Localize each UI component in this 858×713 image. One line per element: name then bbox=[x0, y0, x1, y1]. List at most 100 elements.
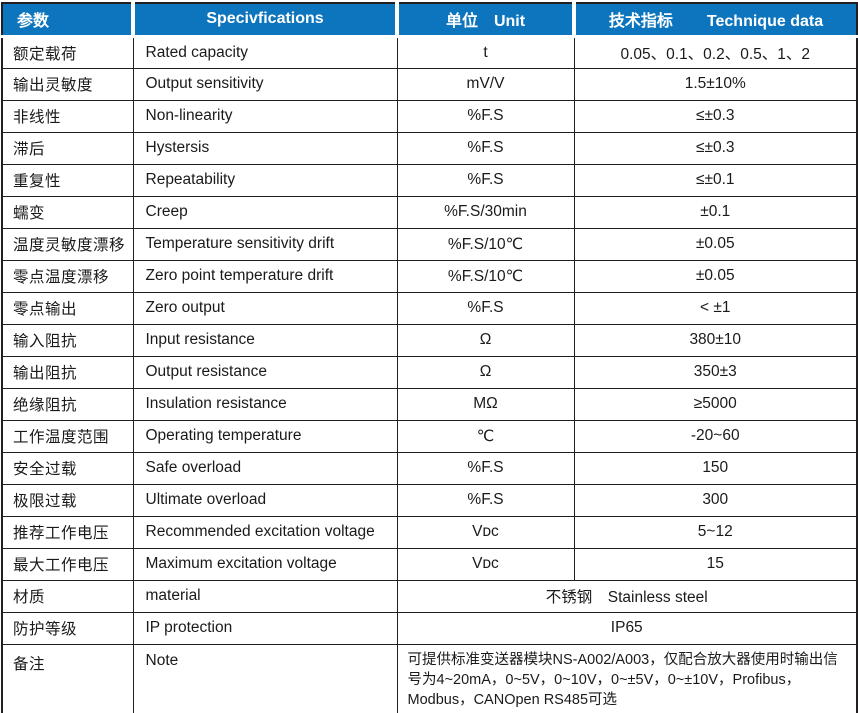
cell-param: 蠕变 bbox=[1, 195, 134, 229]
header-cell-tech: 技术指标 Technique data bbox=[572, 3, 857, 38]
cell-spec: Operating temperature bbox=[132, 419, 398, 453]
header-unit-zh-label: 单位 bbox=[445, 13, 478, 31]
table-row: 最大工作电压 Maximum excitation voltage Vᴅᴄ 15 bbox=[1, 547, 858, 581]
table-row: 蠕变 Creep %F.S/30min ±0.1 bbox=[1, 195, 858, 229]
cell-value: ≤±0.1 bbox=[573, 163, 858, 197]
table-row: 零点输出 Zero output %F.S < ±1 bbox=[1, 291, 858, 325]
cell-unit: mV/V bbox=[396, 67, 575, 101]
cell-spec: Zero point temperature drift bbox=[132, 259, 398, 293]
header-cell-unit: 单位 Unit bbox=[395, 3, 574, 38]
table-row: 温度灵敏度漂移 Temperature sensitivity drift %F.S… bbox=[1, 227, 858, 261]
cell-merged-value: 不锈钢 Stainless steel bbox=[396, 579, 858, 613]
cell-value: 350±3 bbox=[573, 355, 858, 389]
table-row: 推荐工作电压 Recommended excitation voltage Vᴅᴄ 5… bbox=[1, 515, 858, 549]
cell-value: < ±1 bbox=[573, 291, 858, 325]
cell-value: ±0.05 bbox=[573, 227, 858, 261]
cell-spec: Rated capacity bbox=[132, 35, 398, 69]
cell-unit: %F.S bbox=[396, 451, 575, 485]
table-row: 滞后 Hystersis %F.S ≤±0.3 bbox=[1, 131, 858, 165]
cell-unit: MΩ bbox=[396, 387, 575, 421]
cell-spec: Recommended excitation voltage bbox=[132, 515, 398, 549]
cell-unit: ℃ bbox=[396, 419, 575, 453]
cell-param: 温度灵敏度漂移 bbox=[1, 227, 134, 261]
table-row: 绝缘阻抗 Insulation resistance MΩ ≥5000 bbox=[1, 387, 858, 421]
cell-spec: Hystersis bbox=[132, 131, 398, 165]
cell-param: 输出阻抗 bbox=[1, 355, 134, 389]
cell-value: ±0.05 bbox=[573, 259, 858, 293]
cell-spec: Output sensitivity bbox=[132, 67, 398, 101]
table-row: 非线性 Non-linearity %F.S ≤±0.3 bbox=[1, 99, 858, 133]
table-row: 工作温度范围 Operating temperature ℃ -20~60 bbox=[1, 419, 858, 453]
table-row: 零点温度漂移 Zero point temperature drift %F.S/1… bbox=[1, 259, 858, 293]
cell-unit: %F.S bbox=[396, 291, 575, 325]
cell-value: ±0.1 bbox=[573, 195, 858, 229]
cell-param: 重复性 bbox=[1, 163, 134, 197]
cell-param: 工作温度范围 bbox=[1, 419, 134, 453]
cell-value: 300 bbox=[573, 483, 858, 517]
cell-spec: Ultimate overload bbox=[132, 483, 398, 517]
table-row: 输入阻抗 Input resistance Ω 380±10 bbox=[1, 323, 858, 357]
cell-value: ≤±0.3 bbox=[573, 99, 858, 133]
cell-merged-value: 可提供标准变送器模块NS-A002/A003，仅配合放大器使用时输出信号为4~2… bbox=[396, 643, 858, 713]
cell-value: 15 bbox=[573, 547, 858, 581]
header-cell-param: 参数 bbox=[2, 3, 133, 38]
cell-param: 输出灵敏度 bbox=[1, 67, 134, 101]
cell-param: 防护等级 bbox=[1, 611, 134, 645]
cell-value: 150 bbox=[573, 451, 858, 485]
cell-unit: %F.S bbox=[396, 163, 575, 197]
cell-merged-value: IP65 bbox=[396, 611, 858, 645]
cell-value: ≥5000 bbox=[573, 387, 858, 421]
cell-spec: Repeatability bbox=[132, 163, 398, 197]
cell-unit: t bbox=[396, 35, 575, 69]
cell-param: 零点温度漂移 bbox=[1, 259, 134, 293]
cell-value: 0.05、0.1、0.2、0.5、1、2 bbox=[573, 35, 858, 69]
cell-param: 输入阻抗 bbox=[1, 323, 134, 357]
header-spec-label: Specivfications bbox=[206, 10, 324, 28]
cell-param: 备注 bbox=[1, 643, 134, 713]
cell-spec: Input resistance bbox=[132, 323, 398, 357]
cell-param: 非线性 bbox=[1, 99, 134, 133]
cell-value: ≤±0.3 bbox=[573, 131, 858, 165]
cell-unit: %F.S/10℃ bbox=[396, 259, 575, 293]
cell-unit: Vᴅᴄ bbox=[396, 515, 575, 549]
cell-spec: Output resistance bbox=[132, 355, 398, 389]
cell-param: 最大工作电压 bbox=[1, 547, 134, 581]
cell-unit: Ω bbox=[396, 355, 575, 389]
spec-table-body: 额定载荷 Rated capacity t 0.05、0.1、0.2、0.5、1、2 输… bbox=[1, 35, 858, 713]
cell-spec: Zero output bbox=[132, 291, 398, 325]
cell-unit: %F.S bbox=[396, 131, 575, 165]
table-row-merged: 备注 Note 可提供标准变送器模块NS-A002/A003，仅配合放大器使用时输出… bbox=[1, 643, 858, 713]
table-row-merged: 防护等级 IP protection IP65 bbox=[1, 611, 858, 645]
table-row: 输出灵敏度 Output sensitivity mV/V 1.5±10% bbox=[1, 67, 858, 101]
cell-spec: Insulation resistance bbox=[132, 387, 398, 421]
cell-spec: IP protection bbox=[132, 611, 398, 645]
cell-spec: Safe overload bbox=[132, 451, 398, 485]
table-row: 安全过载 Safe overload %F.S 150 bbox=[1, 451, 858, 485]
spec-table-header: 参数 Specivfications 单位 Unit 技术指标 Technique … bbox=[2, 3, 857, 38]
header-unit-en-label: Unit bbox=[493, 13, 526, 31]
header-param-label: 参数 bbox=[17, 13, 50, 31]
cell-unit: %F.S/10℃ bbox=[396, 227, 575, 261]
cell-param: 极限过载 bbox=[1, 483, 134, 517]
cell-param: 安全过载 bbox=[1, 451, 134, 485]
cell-value: -20~60 bbox=[573, 419, 858, 453]
cell-value: 5~12 bbox=[573, 515, 858, 549]
cell-unit: %F.S/30min bbox=[396, 195, 575, 229]
cell-unit: Vᴅᴄ bbox=[396, 547, 575, 581]
cell-spec: Non-linearity bbox=[132, 99, 398, 133]
header-tech-en-label: Technique data bbox=[706, 13, 824, 31]
header-row: 参数 Specivfications 单位 Unit 技术指标 Technique … bbox=[2, 3, 857, 38]
cell-unit: %F.S bbox=[396, 99, 575, 133]
header-cell-spec: Specivfications bbox=[131, 3, 397, 38]
table-row: 输出阻抗 Output resistance Ω 350±3 bbox=[1, 355, 858, 389]
cell-unit: %F.S bbox=[396, 483, 575, 517]
cell-unit: Ω bbox=[396, 323, 575, 357]
cell-param: 零点输出 bbox=[1, 291, 134, 325]
cell-spec: Temperature sensitivity drift bbox=[132, 227, 398, 261]
table-row-merged: 材质 material 不锈钢 Stainless steel bbox=[1, 579, 858, 613]
cell-spec: Creep bbox=[132, 195, 398, 229]
cell-param: 绝缘阻抗 bbox=[1, 387, 134, 421]
cell-param: 额定载荷 bbox=[1, 35, 134, 69]
cell-spec: Note bbox=[132, 643, 398, 713]
